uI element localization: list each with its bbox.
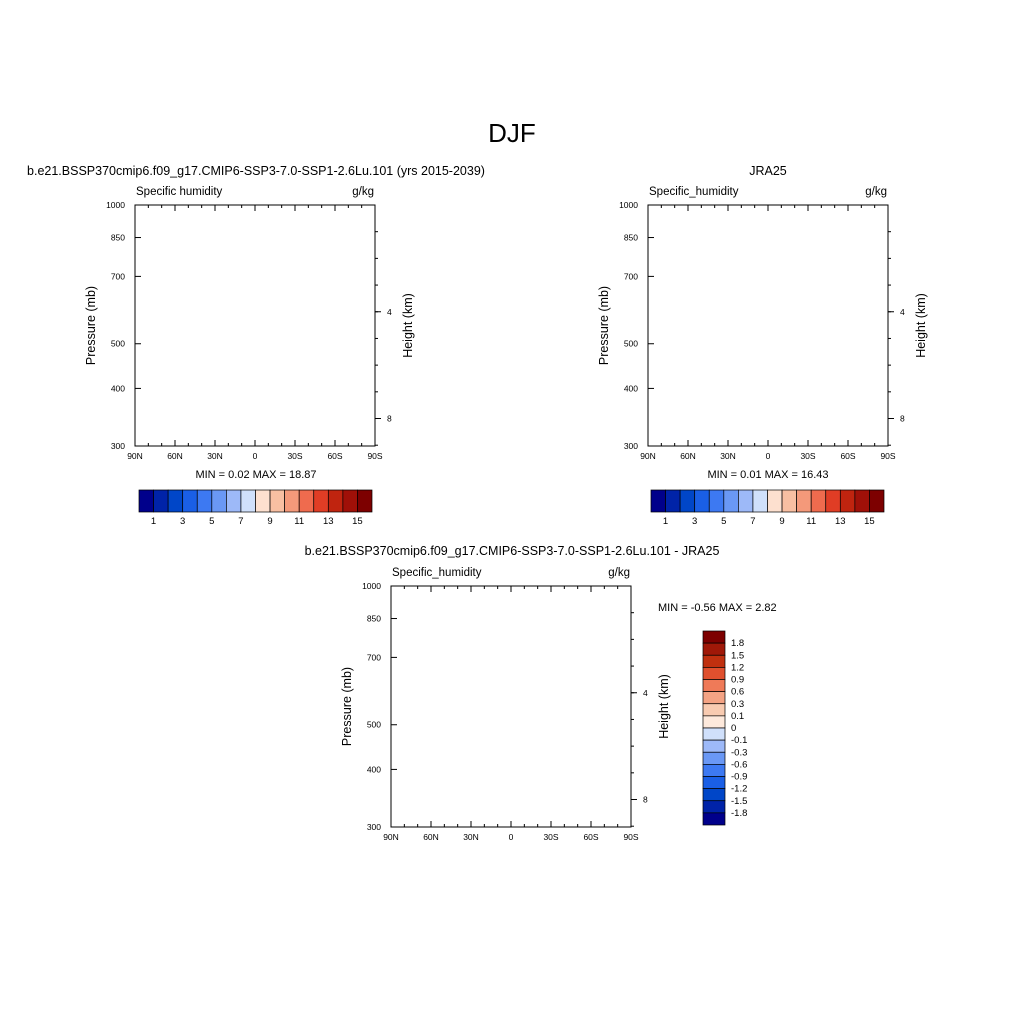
page-title: DJF	[488, 118, 536, 148]
panel-model: 90N 60N 30N 0 30S 60S 90S300400500700850100084…	[27, 164, 485, 461]
